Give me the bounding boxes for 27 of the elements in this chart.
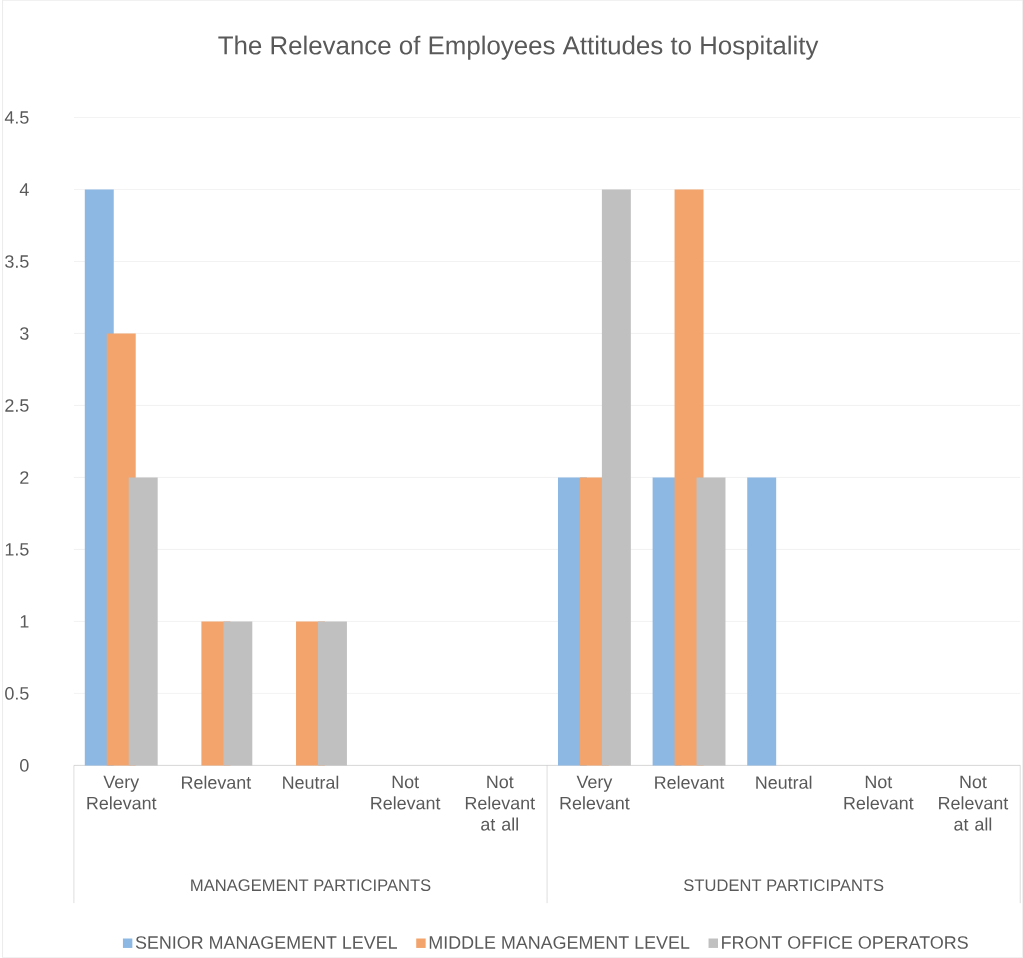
x-tick-label: Very Relevant xyxy=(87,775,157,810)
y-tick-label: 1 xyxy=(20,615,29,628)
y-tick-label: 2 xyxy=(20,471,29,484)
bar xyxy=(747,477,777,766)
text: STUDENT PARTICIPANTS xyxy=(684,879,884,892)
x-tick-label: Very Relevant xyxy=(560,775,630,810)
x-tick-label: Not Relevant xyxy=(371,775,441,810)
y-tick-label: 4.5 xyxy=(4,111,29,124)
legend-label: FRONT OFFICE OPERATORS xyxy=(722,936,968,949)
chart-title: The Relevance of Employees Attitudes to Hospitality xyxy=(218,35,819,60)
x-tick-label: Neutral xyxy=(756,775,812,789)
legend-label: MIDDLE MANAGEMENT LEVEL xyxy=(429,936,690,949)
x-tick-label: Relevant xyxy=(182,775,252,789)
x-tick-label: Relevant xyxy=(655,775,725,789)
y-tick-label: 1.5 xyxy=(5,543,29,556)
y-tick-label: 3.5 xyxy=(5,255,29,268)
x-tick-label: Not Relevant at all xyxy=(939,775,1009,831)
legend-label: SENIOR MANAGEMENT LEVEL xyxy=(135,936,397,949)
y-tick-label: 0 xyxy=(20,759,29,772)
x-tick-label: Not Relevant at all xyxy=(465,775,535,831)
y-tick-label: 4 xyxy=(19,183,29,196)
x-tick-label: Neutral xyxy=(283,775,339,789)
y-tick-label: 3 xyxy=(20,327,29,340)
y-tick-label: 2.5 xyxy=(5,399,29,412)
text: MANAGEMENT PARTICIPANTS xyxy=(191,879,431,892)
y-tick-label: 0.5 xyxy=(5,687,29,700)
x-tick-label: Not Relevant xyxy=(844,775,914,810)
